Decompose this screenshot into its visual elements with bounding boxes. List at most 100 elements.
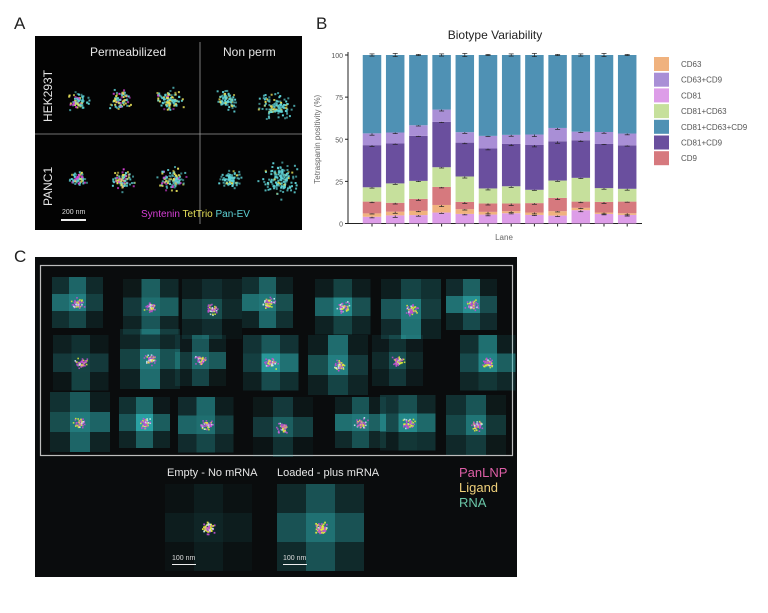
localization-point <box>201 358 204 360</box>
rna-signal-pixel <box>123 279 142 298</box>
rna-signal-pixel <box>153 397 170 414</box>
localization-point <box>87 96 90 99</box>
bar-segment <box>409 198 428 211</box>
channel-pan-ev: Pan-EV <box>215 209 250 220</box>
localization-point <box>416 312 418 314</box>
localization-point <box>149 310 152 312</box>
localization-point <box>212 308 215 310</box>
localization-point <box>207 530 210 533</box>
localization-point <box>415 308 417 310</box>
localization-point <box>266 299 268 302</box>
localization-point <box>293 191 296 194</box>
localization-point <box>76 364 79 366</box>
localization-point <box>166 186 169 189</box>
localization-point <box>76 363 78 365</box>
rna-signal-pixel <box>335 484 364 513</box>
rna-signal-pixel <box>486 415 506 435</box>
bar-segment <box>362 213 382 217</box>
localization-point <box>277 116 280 119</box>
rna-signal-pixel <box>215 434 234 453</box>
localization-point <box>210 523 212 526</box>
localization-point <box>145 423 148 426</box>
localization-point <box>79 96 82 99</box>
localization-point <box>357 425 359 427</box>
localization-point <box>475 299 477 301</box>
legend-label: CD81+CD63+CD9 <box>681 123 748 132</box>
rna-signal-pixel <box>140 329 160 349</box>
localization-point <box>168 98 171 101</box>
localization-point <box>203 530 206 533</box>
localization-point <box>80 366 83 368</box>
localization-point <box>224 102 227 105</box>
localization-point <box>147 359 150 362</box>
localization-point <box>146 425 149 428</box>
bar-segment <box>571 207 591 211</box>
localization-point <box>146 308 148 311</box>
localization-point <box>210 529 213 532</box>
localization-point <box>286 172 289 175</box>
bar-segment <box>617 55 637 134</box>
rna-signal-pixel <box>348 375 368 395</box>
localization-point <box>156 176 159 179</box>
localization-point <box>487 359 489 361</box>
localization-point <box>204 357 207 359</box>
localization-point <box>236 177 239 180</box>
localization-point <box>325 523 328 526</box>
localization-point <box>272 105 275 108</box>
particle-tile <box>53 335 109 391</box>
localization-point <box>72 422 75 424</box>
localization-point <box>147 361 149 364</box>
localization-point <box>231 105 234 108</box>
localization-point <box>173 186 176 189</box>
localization-point <box>156 91 159 94</box>
localization-point <box>358 424 361 427</box>
localization-point <box>173 104 176 107</box>
localization-point <box>267 359 270 361</box>
rna-signal-pixel <box>406 335 423 352</box>
rna-signal-pixel <box>293 397 313 417</box>
localization-point <box>214 307 216 310</box>
localization-point <box>482 364 484 366</box>
localization-point <box>205 419 208 422</box>
localization-point <box>275 187 278 190</box>
bar-segment <box>432 167 451 187</box>
rna-signal-pixel <box>165 484 194 513</box>
localization-point <box>140 421 143 424</box>
localization-point <box>226 101 229 104</box>
localization-point <box>120 184 123 187</box>
localization-point <box>112 92 115 95</box>
localization-point <box>345 309 347 311</box>
localization-point <box>77 103 80 106</box>
rna-signal-pixel <box>52 311 69 328</box>
localization-point <box>86 358 89 360</box>
localization-point <box>161 180 164 183</box>
rna-signal-pixel <box>259 311 276 328</box>
rna-signal-pixel <box>119 431 136 448</box>
localization-point <box>151 304 153 307</box>
localization-point <box>490 363 493 365</box>
localization-point <box>226 103 229 106</box>
localization-point <box>150 360 153 363</box>
localization-point <box>86 360 88 362</box>
localization-point <box>224 182 227 185</box>
localization-point <box>117 97 120 100</box>
rna-signal-pixel <box>178 434 197 453</box>
localization-point <box>114 103 117 106</box>
localization-point <box>163 108 166 111</box>
localization-point <box>280 101 283 104</box>
localization-point <box>174 182 177 185</box>
bar-segment <box>548 55 567 128</box>
localization-point <box>77 357 79 360</box>
localization-point <box>114 105 117 108</box>
localization-point <box>75 422 78 424</box>
scale-bar-loaded <box>283 564 307 565</box>
localization-point <box>339 308 341 310</box>
localization-point <box>201 426 204 429</box>
localization-point <box>268 96 271 99</box>
localization-point <box>83 306 86 308</box>
localization-point <box>202 424 205 427</box>
rna-signal-pixel <box>273 397 293 417</box>
localization-point <box>269 108 272 111</box>
localization-point <box>208 524 210 527</box>
bar-segment <box>385 55 405 133</box>
